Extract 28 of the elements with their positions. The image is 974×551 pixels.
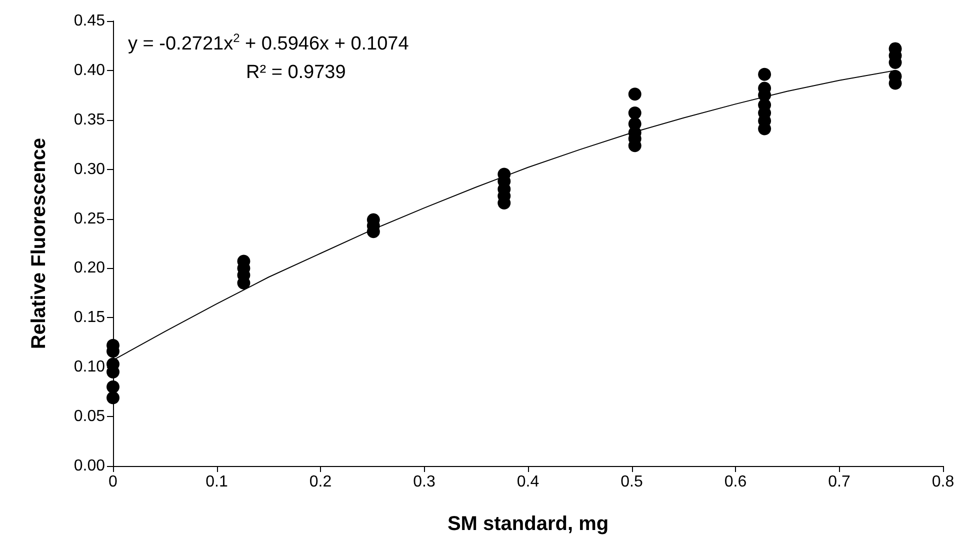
x-tick-label: 0.4 [516, 474, 540, 490]
annotation: y = -0.2721x$^{2}$ + 0.5946x + 0.1074 [128, 31, 409, 56]
x-tick-label: 0.3 [413, 474, 436, 490]
x-tick-label: 0.8 [932, 474, 954, 490]
y-tick-label: 0.25 [74, 210, 106, 228]
point [628, 106, 642, 120]
x-tick-label: 0.1 [206, 474, 228, 490]
x-axis-title: SM standard, mg [447, 513, 609, 535]
x-tick-label: 0.7 [828, 474, 850, 490]
x-tick-label: 0 [108, 474, 118, 490]
x-tick-label: 0.5 [620, 474, 643, 490]
y-axis-title: Relative Fluorescence [28, 138, 50, 350]
y-tick-label: 0.10 [74, 358, 106, 376]
y-tick-label: 0.15 [74, 309, 106, 326]
point [106, 391, 120, 404]
x-tick-label: 0.2 [309, 474, 332, 490]
y-tick-label: 0.40 [74, 62, 106, 79]
y-tick-label: 0.45 [74, 12, 106, 30]
y-tick-label: 0.30 [74, 160, 106, 178]
y-tick-label: 0.05 [74, 408, 106, 426]
y-tick-label: 0.35 [74, 111, 106, 128]
point [628, 88, 642, 101]
y-tick-label: 0.20 [74, 260, 106, 277]
point [758, 68, 772, 81]
annotation: R² = 0.9739 [246, 62, 346, 84]
y-tick-label: 0.00 [74, 458, 106, 474]
point [106, 380, 120, 394]
x-tick-label: 0.6 [724, 474, 747, 490]
